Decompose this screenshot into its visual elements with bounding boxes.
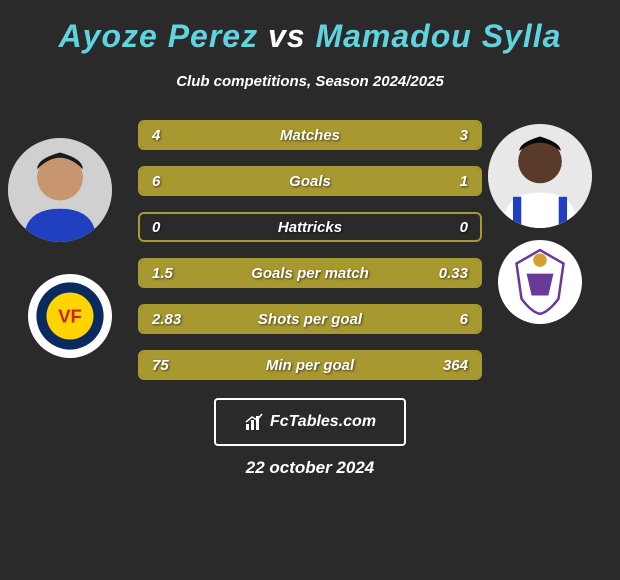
stat-label: Shots per goal (140, 311, 480, 328)
stat-label: Matches (140, 127, 480, 144)
vs-text: vs (268, 18, 306, 54)
comparison-card: Ayoze Perez vs Mamadou Sylla Club compet… (0, 0, 620, 488)
stat-row: 4Matches3 (138, 120, 482, 150)
player2-club-badge (498, 240, 582, 324)
stat-right-value: 6 (460, 311, 468, 328)
chart-icon (244, 412, 264, 432)
site-logo[interactable]: FcTables.com (214, 398, 406, 446)
player1-avatar (8, 138, 112, 242)
player1-club-badge: VF (28, 274, 112, 358)
stat-row: 75Min per goal364 (138, 350, 482, 380)
stat-label: Goals (140, 173, 480, 190)
stats-area: VF 4Matches36Goals10Hattricks01.5Goals p… (0, 120, 620, 390)
stat-bars: 4Matches36Goals10Hattricks01.5Goals per … (138, 120, 482, 396)
stat-row: 6Goals1 (138, 166, 482, 196)
site-name: FcTables.com (270, 413, 376, 431)
stat-right-value: 1 (460, 173, 468, 190)
player2-name: Mamadou Sylla (315, 18, 561, 54)
page-title: Ayoze Perez vs Mamadou Sylla (0, 18, 620, 55)
stat-right-value: 364 (443, 357, 468, 374)
stat-label: Min per goal (140, 357, 480, 374)
stat-right-value: 0 (460, 219, 468, 236)
player2-avatar (488, 124, 592, 228)
stat-label: Hattricks (140, 219, 480, 236)
svg-text:VF: VF (58, 306, 82, 327)
stat-row: 0Hattricks0 (138, 212, 482, 242)
player1-name: Ayoze Perez (59, 18, 259, 54)
stat-right-value: 3 (460, 127, 468, 144)
subtitle: Club competitions, Season 2024/2025 (0, 73, 620, 90)
stat-label: Goals per match (140, 265, 480, 282)
stat-row: 2.83Shots per goal6 (138, 304, 482, 334)
stat-row: 1.5Goals per match0.33 (138, 258, 482, 288)
date-text: 22 october 2024 (0, 458, 620, 478)
stat-right-value: 0.33 (439, 265, 468, 282)
